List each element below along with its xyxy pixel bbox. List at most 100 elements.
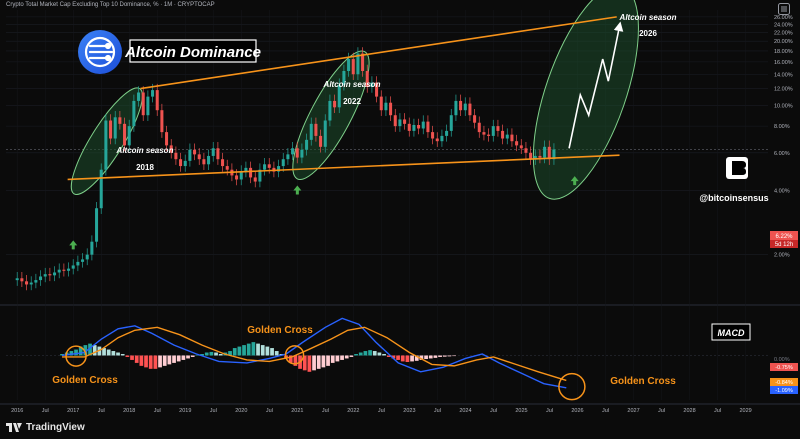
time-tick-label: 2025	[515, 408, 527, 414]
histogram-bar	[414, 355, 419, 361]
candle-body	[314, 123, 318, 136]
histogram-bar	[288, 355, 293, 363]
histogram-bar	[400, 355, 405, 362]
golden-cross-circle	[65, 345, 87, 367]
price-tick-label: 12.00%	[774, 87, 793, 93]
golden-cross-label-2: Golden Cross	[247, 325, 313, 336]
histogram-bar	[256, 343, 260, 356]
histogram-bar	[377, 352, 382, 356]
golden-cross-label-3: Golden Cross	[610, 376, 676, 387]
golden-cross-label-1: Golden Cross	[52, 375, 118, 386]
candle-body	[216, 148, 220, 160]
candle-body	[468, 103, 472, 116]
candle-body	[463, 103, 467, 111]
candle-body	[435, 138, 439, 142]
candle-body	[253, 177, 257, 182]
histogram-bar	[330, 355, 335, 363]
candle-body	[174, 152, 178, 160]
candle-body	[127, 126, 131, 146]
time-tick-label: Jul	[42, 408, 49, 414]
candle-body	[426, 121, 430, 133]
lower-trendline	[67, 154, 620, 181]
candle-body	[305, 139, 309, 150]
candle-body	[454, 100, 458, 116]
projection-arrow	[568, 21, 624, 149]
candle-body	[477, 122, 481, 133]
histogram-bar	[363, 351, 368, 356]
tradingview-brand[interactable]: TradingView	[6, 422, 85, 433]
candle-body	[501, 130, 505, 139]
candle-body	[132, 100, 136, 127]
histogram-bar	[102, 348, 106, 356]
candle-body	[281, 159, 285, 167]
candle-body	[529, 152, 533, 160]
histogram-bar	[172, 355, 176, 363]
candle-body	[146, 96, 150, 116]
histogram-bar	[442, 355, 447, 357]
markers	[65, 176, 586, 401]
histogram-bar	[92, 345, 97, 356]
histogram-bar	[274, 351, 279, 356]
symbol-header: Crypto Total Market Cap Excluding Top 10…	[6, 2, 215, 8]
time-tick-label: Jul	[266, 408, 273, 414]
histogram-bar	[153, 355, 158, 369]
histogram-bar	[69, 351, 74, 356]
season-2026-year: 2026	[639, 29, 657, 38]
candle-body	[109, 120, 113, 139]
price-tick-label: 6.00%	[774, 151, 790, 157]
histogram-bar	[204, 352, 209, 356]
histogram-bar	[232, 348, 237, 356]
histogram-bar	[321, 355, 326, 368]
candle-body	[524, 148, 528, 153]
signal-line	[62, 326, 567, 382]
time-tick-label: Jul	[714, 408, 721, 414]
histogram-bar	[424, 355, 428, 360]
season-2018-year: 2018	[136, 163, 154, 172]
title-badge-label: Altcoin Dominance	[124, 44, 261, 61]
candle-body	[361, 53, 365, 72]
histogram-bar	[167, 355, 172, 365]
histogram-bar	[218, 354, 223, 356]
histogram-bar	[186, 355, 190, 359]
histogram-bar	[265, 346, 270, 356]
candle-body	[295, 148, 299, 158]
candle-body	[370, 82, 374, 88]
histogram-bar	[116, 352, 120, 356]
candle-body	[258, 169, 262, 182]
candle-body	[365, 71, 369, 88]
candle-body	[487, 134, 491, 136]
histogram-bar	[111, 351, 116, 356]
time-tick-label: 2026	[571, 408, 583, 414]
price-tick-label: 8.00%	[774, 124, 790, 130]
season-2022-year: 2022	[343, 97, 361, 106]
histogram-bar	[293, 355, 298, 366]
time-tick-label: 2022	[347, 408, 359, 414]
price-tick-label: 24.00%	[774, 22, 793, 28]
candle-body	[81, 259, 85, 262]
candle-body	[337, 84, 341, 108]
candle-body	[547, 146, 551, 160]
season-ellipse	[532, 0, 639, 200]
candle-body	[25, 281, 29, 285]
price-tick-label: 4.00%	[774, 188, 790, 194]
candle-body	[403, 119, 407, 124]
histogram-bar	[190, 355, 195, 357]
macd-line1-badge: -0.84%	[775, 380, 793, 386]
macd-signal-badge: -0.75%	[775, 365, 793, 371]
price-tick-label: 10.00%	[774, 103, 793, 109]
time-tick-label: 2021	[291, 408, 303, 414]
histogram-bar	[270, 348, 274, 356]
histogram-bar	[372, 351, 377, 356]
settings-icon[interactable]	[778, 3, 790, 15]
histogram-bar	[106, 349, 111, 356]
candle-body	[235, 175, 239, 180]
time-tick-label: Jul	[546, 408, 553, 414]
time-tick-label: 2028	[683, 408, 695, 414]
up-arrow-icon	[293, 185, 302, 195]
season-2018-title: Altcoin season	[116, 146, 174, 155]
histogram-bar	[246, 343, 251, 356]
price-tick-label: 26.00%	[774, 15, 793, 21]
histogram-bar	[438, 355, 442, 357]
time-tick-label: Jul	[434, 408, 441, 414]
candle-body	[197, 154, 201, 160]
